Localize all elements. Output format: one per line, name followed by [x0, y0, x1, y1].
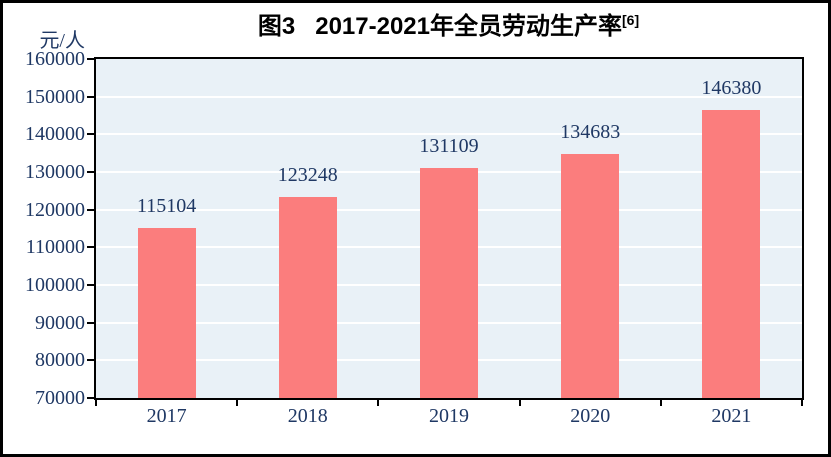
- y-axis-tick-mark: [87, 171, 94, 173]
- y-axis-tick-label: 70000: [35, 387, 85, 409]
- y-axis-tick-label: 150000: [25, 85, 85, 108]
- x-axis-tick-mark: [801, 400, 803, 406]
- bar: [702, 110, 761, 398]
- x-axis-tick-label: 2018: [287, 405, 328, 427]
- x-axis-tick-mark: [518, 400, 521, 406]
- y-axis-tick-mark: [87, 246, 94, 249]
- y-axis-tick-label: 110000: [25, 236, 85, 259]
- y-axis-unit-label: 元/人: [39, 30, 85, 52]
- x-axis-tick-label: 2019: [429, 405, 469, 427]
- bar: [561, 154, 620, 398]
- x-axis-tick-label: 2021: [711, 405, 752, 427]
- x-axis-tick-mark: [236, 400, 239, 406]
- chart-title: 图3 2017-2021年全员劳动生产率[6]: [95, 6, 802, 41]
- bar-value-label: 123248: [277, 164, 338, 187]
- y-axis-tick-label: 100000: [25, 274, 85, 296]
- y-axis-tick-mark: [87, 133, 94, 136]
- y-axis-tick-label: 160000: [25, 48, 85, 70]
- plot-area: 115104 123248 131109 134683 146380: [94, 57, 804, 400]
- x-axis-tick-label: 2020: [570, 405, 611, 427]
- bar-value-label: 131109: [419, 134, 479, 157]
- x-axis-tick-mark: [95, 400, 97, 406]
- y-axis-tick-mark: [87, 95, 94, 98]
- x-axis-tick-mark: [659, 400, 662, 406]
- bar-value-label: 115104: [136, 195, 197, 218]
- gridline: [96, 133, 802, 136]
- bar: [137, 228, 196, 398]
- y-axis-tick-mark: [87, 58, 94, 60]
- y-axis-tick-label: 90000: [35, 311, 85, 334]
- chart-title-text: 2017-2021年全员劳动生产率: [315, 13, 622, 40]
- y-axis-tick-mark: [87, 359, 94, 362]
- y-axis-tick-mark: [87, 321, 94, 324]
- x-axis-tick-mark: [377, 400, 380, 406]
- footnote-marker: [6]: [622, 12, 640, 28]
- y-axis-tick-label: 80000: [35, 349, 85, 372]
- y-axis-tick-mark: [87, 397, 94, 399]
- gridline: [96, 95, 802, 98]
- y-axis-tick-label: 120000: [25, 198, 85, 221]
- bar-value-label: 134683: [560, 121, 621, 144]
- y-axis-tick-mark: [87, 208, 94, 211]
- y-axis-tick-mark: [87, 284, 94, 286]
- bar-value-label: 146380: [701, 77, 762, 100]
- x-axis-tick-label: 2017: [146, 405, 187, 427]
- bar: [420, 167, 478, 398]
- figure-number: 图3: [257, 13, 296, 40]
- y-axis-tick-label: 130000: [25, 161, 85, 183]
- y-axis-tick-label: 140000: [25, 123, 85, 146]
- bar: [278, 197, 337, 398]
